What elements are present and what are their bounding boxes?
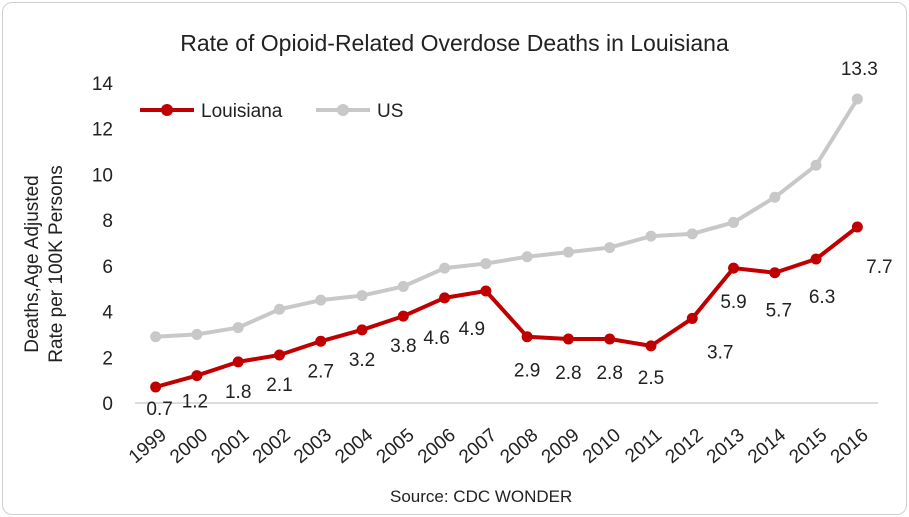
x-tick-label: 2004 — [331, 424, 377, 468]
louisiana-data-label: 4.9 — [459, 319, 485, 340]
louisiana-data-label: 4.6 — [423, 328, 449, 349]
x-tick-label: 2000 — [166, 425, 212, 468]
data-point-us — [604, 242, 616, 254]
louisiana-data-label: 5.9 — [720, 292, 746, 313]
data-point-us — [273, 303, 285, 315]
data-point-louisiana — [480, 285, 492, 297]
legend-marker-us — [337, 104, 349, 116]
y-tick-label: 4 — [102, 303, 113, 324]
data-point-us — [686, 228, 698, 240]
data-point-louisiana — [851, 221, 863, 233]
source-note: Source: CDC WONDER — [390, 487, 573, 506]
x-tick-label: 2001 — [208, 425, 254, 468]
x-tick-label: 1999 — [125, 425, 171, 468]
data-point-us — [356, 290, 368, 302]
data-point-louisiana — [191, 370, 203, 382]
x-tick-label: 2011 — [621, 425, 666, 467]
y-tick-label: 10 — [92, 165, 113, 186]
y-tick-label: 8 — [102, 211, 113, 232]
legend-label-louisiana: Louisiana — [201, 101, 283, 122]
us-data-label: 13.3 — [841, 59, 878, 80]
data-point-louisiana — [810, 253, 822, 265]
louisiana-data-label: 0.7 — [146, 399, 172, 420]
data-point-louisiana — [645, 340, 657, 352]
louisiana-data-label: 2.8 — [596, 363, 622, 384]
data-point-louisiana — [562, 333, 574, 345]
x-tick-label: 2003 — [290, 425, 336, 468]
x-tick-label: 2002 — [249, 425, 295, 468]
data-point-louisiana — [686, 312, 698, 324]
louisiana-data-label: 2.9 — [514, 361, 540, 382]
data-point-us — [562, 246, 574, 258]
data-point-louisiana — [356, 324, 368, 336]
x-tick-label: 2012 — [662, 425, 708, 468]
x-tick-label: 2014 — [744, 424, 790, 468]
x-tick-label: 2009 — [538, 425, 584, 468]
data-point-us — [851, 93, 863, 105]
louisiana-data-label: 5.7 — [766, 301, 792, 322]
data-point-us — [769, 191, 781, 203]
x-tick-label: 2008 — [496, 425, 542, 468]
data-point-us — [191, 328, 203, 340]
y-tick-label: 14 — [92, 74, 114, 95]
data-point-us — [645, 230, 657, 242]
data-point-louisiana — [521, 331, 533, 343]
x-tick-label: 2005 — [373, 425, 419, 468]
data-point-louisiana — [273, 349, 285, 361]
data-point-louisiana — [439, 292, 451, 304]
data-point-louisiana — [604, 333, 616, 345]
data-point-us — [150, 331, 162, 343]
data-point-us — [728, 216, 740, 228]
x-tick-label: 2010 — [579, 425, 625, 468]
louisiana-data-label: 7.7 — [866, 257, 892, 278]
x-tick-label: 2006 — [414, 425, 460, 468]
data-point-us — [521, 251, 533, 263]
y-tick-label: 0 — [102, 394, 113, 415]
data-point-us — [810, 159, 822, 171]
y-tick-label: 2 — [102, 348, 113, 369]
data-point-louisiana — [397, 310, 409, 322]
legend-label-us: US — [377, 101, 403, 122]
y-tick-label: 6 — [102, 257, 113, 278]
x-tick-label: 2015 — [785, 425, 831, 468]
data-point-louisiana — [769, 267, 781, 279]
louisiana-data-label: 3.7 — [707, 342, 733, 363]
data-point-us — [315, 294, 327, 306]
louisiana-data-label: 3.2 — [349, 350, 375, 371]
louisiana-data-label: 2.7 — [308, 361, 334, 382]
louisiana-data-label: 1.2 — [182, 392, 208, 413]
louisiana-data-label: 2.8 — [555, 363, 581, 384]
data-point-louisiana — [315, 335, 327, 347]
data-point-us — [480, 258, 492, 270]
series-line-louisiana — [155, 225, 859, 389]
louisiana-data-label: 2.5 — [638, 368, 664, 389]
louisiana-data-label: 6.3 — [809, 287, 835, 308]
chart-title: Rate of Opioid-Related Overdose Deaths i… — [180, 30, 729, 56]
x-tick-label: 2013 — [703, 425, 749, 468]
data-point-louisiana — [232, 356, 244, 368]
data-point-louisiana — [150, 381, 162, 393]
data-point-us — [439, 262, 451, 274]
legend-marker-louisiana — [161, 104, 173, 116]
x-tick-label: 2007 — [455, 425, 501, 468]
y-tick-label: 12 — [92, 120, 113, 141]
series-line-us — [155, 97, 860, 339]
louisiana-data-label: 2.1 — [266, 375, 292, 396]
data-point-louisiana — [728, 262, 740, 274]
x-tick-label: 2016 — [827, 425, 873, 468]
louisiana-data-label: 1.8 — [225, 382, 251, 403]
louisiana-data-label: 3.8 — [390, 336, 416, 357]
data-point-us — [397, 280, 409, 292]
data-point-us — [232, 322, 244, 334]
